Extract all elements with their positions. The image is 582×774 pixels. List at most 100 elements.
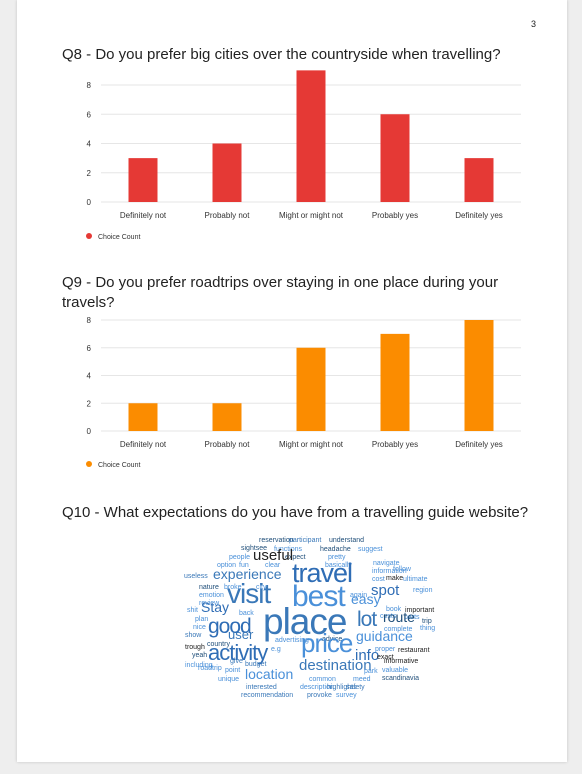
word-cloud-word: survey xyxy=(336,692,357,699)
legend-label: Choice Count xyxy=(98,462,140,469)
x-tick-label: Might or might not xyxy=(279,211,344,220)
word-cloud-word: informative xyxy=(384,658,419,665)
y-tick-label: 0 xyxy=(87,427,92,436)
document-page: 3 Q8 - Do you prefer big cities over the… xyxy=(17,0,567,762)
word-cloud-word: headache xyxy=(320,546,351,553)
word-cloud-word: unique xyxy=(218,676,240,683)
word-cloud-word: give xyxy=(230,658,243,665)
word-cloud-word: info xyxy=(355,647,380,664)
word-cloud-word: nature xyxy=(199,584,219,591)
word-cloud-word: travel xyxy=(292,558,353,588)
word-cloud-word: functions xyxy=(274,546,303,553)
y-tick-label: 4 xyxy=(87,140,92,149)
word-cloud-word: proper xyxy=(375,646,396,653)
bar xyxy=(212,143,242,202)
word-cloud-word: roadtrip xyxy=(198,665,222,672)
x-tick-label: Probably yes xyxy=(372,440,418,449)
bar xyxy=(296,70,326,202)
word-cloud-word: follow xyxy=(393,566,411,573)
y-tick-label: 6 xyxy=(87,344,92,353)
word-cloud-word: budget xyxy=(245,661,267,668)
word-cloud-word: people xyxy=(229,554,251,561)
word-cloud-word: experience xyxy=(213,566,282,582)
legend-marker xyxy=(86,233,92,239)
word-cloud-word: exact xyxy=(377,654,394,661)
word-cloud-word: easy xyxy=(351,591,381,607)
q10-title: Q10 - What expectations do you have from… xyxy=(62,504,529,521)
word-cloud-word: recommendation xyxy=(241,692,294,699)
word-cloud-word: fun xyxy=(239,562,249,569)
word-cloud-word: best xyxy=(292,580,346,613)
word-cloud-word: Stay xyxy=(201,599,230,615)
word-cloud-word: suggest xyxy=(358,546,383,553)
y-tick-label: 4 xyxy=(87,372,92,381)
word-cloud-word: information xyxy=(372,568,407,575)
word-cloud-word: participant xyxy=(289,537,322,544)
word-cloud-word: review xyxy=(199,600,220,607)
word-cloud-word: location xyxy=(245,666,294,682)
bar xyxy=(380,114,410,202)
word-cloud-word: destination xyxy=(299,657,372,674)
word-cloud-word: good xyxy=(208,615,252,638)
word-cloud-word: city xyxy=(256,584,267,591)
x-tick-label: Probably not xyxy=(205,211,251,220)
word-cloud-word: book xyxy=(386,606,402,613)
word-cloud-word: price xyxy=(301,628,353,658)
word-cloud-word: important xyxy=(405,607,435,614)
legend-marker xyxy=(86,461,92,467)
word-cloud-word: nice xyxy=(193,624,206,631)
word-cloud-word: complete xyxy=(384,626,413,633)
x-tick-label: Probably not xyxy=(205,440,251,449)
bar xyxy=(212,403,242,431)
word-cloud-word: place xyxy=(263,601,347,642)
word-cloud-word: country xyxy=(207,641,230,648)
word-cloud-word: common xyxy=(309,676,336,683)
word-cloud-word: user xyxy=(228,627,254,642)
word-cloud-word: plan xyxy=(195,616,209,623)
word-cloud-word: option xyxy=(217,562,237,569)
word-cloud-word: safety xyxy=(346,684,365,691)
word-cloud-word: e.g xyxy=(271,646,281,653)
word-cloud-word: region xyxy=(413,587,433,594)
page-number: 3 xyxy=(530,19,536,29)
word-cloud-word: including xyxy=(185,662,213,669)
word-cloud-word: point xyxy=(225,667,241,674)
bar xyxy=(464,158,494,202)
word-cloud-word: activity xyxy=(208,640,268,665)
bar xyxy=(464,320,494,431)
word-cloud-word: costs xyxy=(380,613,397,620)
word-cloud-word: cost xyxy=(372,576,385,583)
word-cloud-word: park xyxy=(364,668,378,675)
word-cloud-word: visit xyxy=(227,578,271,609)
x-tick-label: Definitely not xyxy=(120,440,167,449)
word-cloud-word: broke xyxy=(224,584,242,591)
word-cloud-word: restaurant xyxy=(398,647,430,654)
word-cloud-word: meed xyxy=(353,676,371,683)
word-cloud-word: show xyxy=(185,632,202,639)
word-cloud-word: again xyxy=(350,592,368,599)
q10-word-cloud: reservation participant understand sightsee… xyxy=(165,534,445,704)
y-tick-label: 0 xyxy=(87,198,92,207)
word-cloud-word: clear xyxy=(265,562,281,569)
legend-label: Choice Count xyxy=(98,234,140,241)
y-tick-label: 8 xyxy=(87,81,92,90)
word-cloud-word: reservation xyxy=(259,537,294,544)
word-cloud-word: expect xyxy=(285,554,306,561)
word-cloud-word: route xyxy=(383,609,415,625)
word-cloud-word: shit xyxy=(187,607,198,614)
y-tick-label: 2 xyxy=(87,169,92,178)
word-cloud-word: emotion xyxy=(199,592,224,599)
word-cloud-word: description xyxy=(300,684,334,691)
bar xyxy=(380,333,410,431)
word-cloud-word: trough xyxy=(185,644,205,651)
word-cloud-word: navigate xyxy=(373,560,400,567)
y-tick-label: 2 xyxy=(87,399,92,408)
word-cloud-word: thing xyxy=(420,625,436,632)
y-tick-label: 6 xyxy=(87,110,92,119)
word-cloud-word: yeah xyxy=(192,652,208,659)
x-tick-label: Definitely yes xyxy=(455,211,503,220)
word-cloud-word: pretty xyxy=(328,554,346,561)
q9-bar-chart: 0 2 4 6 8 Definitely not Probably not Might or … xyxy=(86,316,521,469)
word-cloud-word: useless xyxy=(184,573,208,580)
word-cloud-word: make xyxy=(386,575,404,582)
